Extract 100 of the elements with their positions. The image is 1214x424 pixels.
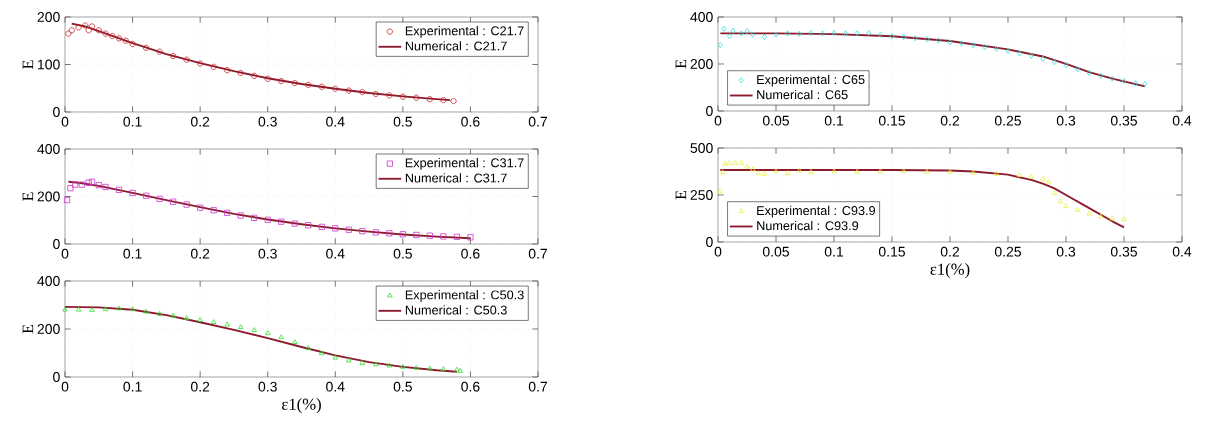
point (170, 52, 177, 60)
point (210, 319, 217, 325)
point (717, 42, 723, 49)
point (264, 75, 271, 82)
legend-label: Experimental : C31.7 (405, 158, 524, 170)
legend-label: Experimental : C65 (757, 74, 865, 87)
point (785, 30, 790, 37)
point (732, 159, 739, 165)
point (332, 354, 338, 360)
point (1098, 213, 1104, 219)
point (440, 233, 447, 240)
x-tick-label: 0 (61, 381, 69, 392)
point (1086, 210, 1092, 216)
point (843, 30, 848, 37)
point (426, 232, 433, 239)
point (359, 88, 366, 96)
x-tick-label: 0.5 (393, 381, 412, 392)
point (1110, 75, 1115, 82)
x-tick-label: 0.7 (528, 116, 548, 127)
point (440, 366, 447, 372)
point (854, 168, 860, 174)
x-tick-label: 0.6 (461, 248, 480, 259)
point (773, 168, 779, 174)
point (332, 85, 339, 92)
point (102, 183, 109, 191)
x-tick-label: 0.35 (1110, 115, 1138, 126)
x-tick-label: 0 (61, 248, 69, 259)
point (1028, 174, 1034, 179)
point (936, 37, 941, 44)
line-series (719, 32, 1146, 88)
point (866, 29, 872, 37)
point (413, 94, 420, 101)
point (1051, 190, 1058, 195)
point (346, 357, 352, 363)
point (993, 170, 1000, 176)
point (1017, 50, 1022, 57)
point (1005, 48, 1011, 55)
point (386, 362, 393, 368)
point (1121, 77, 1127, 84)
x-tick-label: 0.2 (190, 116, 210, 127)
point (291, 79, 298, 87)
point (372, 229, 379, 236)
point (183, 201, 190, 208)
point (854, 30, 860, 37)
x-tick-label: 0 (714, 115, 722, 126)
x-tick-label: 0.1 (824, 115, 844, 126)
x-tick-label: 0.25 (994, 246, 1022, 257)
x-tick-label: 0.1 (123, 381, 142, 392)
point (78, 181, 85, 188)
point (386, 230, 393, 237)
point (400, 363, 406, 369)
point (264, 216, 271, 223)
point (129, 41, 136, 48)
x-tick-label: 0 (61, 116, 69, 127)
x-tick-label: 0.7 (528, 381, 548, 392)
point (82, 22, 89, 29)
point (970, 169, 976, 175)
point (251, 327, 257, 332)
point (719, 169, 726, 175)
x-tick-label: 0.3 (1056, 246, 1076, 257)
point (68, 27, 75, 34)
y-tick-label: 400 (37, 144, 60, 154)
x-tick-label: 0.15 (878, 246, 906, 257)
x-tick-label: 0.5 (393, 116, 412, 127)
x-tick-label: 0.15 (878, 115, 906, 126)
y-tick-label: 400 (37, 276, 60, 286)
point (251, 214, 258, 221)
x-tick-label: 0.2 (940, 115, 960, 126)
point (95, 27, 102, 34)
point (831, 168, 837, 174)
point (970, 42, 976, 49)
y-tick-label: 200 (37, 191, 60, 202)
y-tick-label: 0 (706, 237, 713, 247)
point (413, 231, 420, 239)
point (808, 168, 814, 174)
point (372, 90, 379, 98)
point (237, 69, 244, 77)
point (738, 30, 744, 37)
point (1045, 178, 1052, 184)
point (440, 97, 447, 104)
y-tick-label: 250 (690, 190, 713, 200)
point (224, 321, 230, 327)
y-axis-title: E (22, 192, 34, 201)
point (761, 170, 768, 176)
point (116, 35, 123, 42)
legend-label: Numerical : C65 (757, 89, 848, 100)
point (427, 365, 433, 371)
y-axis-title: E (22, 60, 34, 69)
point (721, 25, 727, 32)
x-tick-label: 0.3 (258, 248, 277, 259)
y-tick-label: 0 (53, 239, 60, 249)
point (62, 306, 68, 312)
x-tick-label: 0.5 (393, 248, 412, 259)
point (831, 29, 837, 37)
point (359, 228, 366, 235)
x-tick-label: 0.3 (1056, 115, 1076, 126)
point (820, 30, 825, 37)
y-tick-label: 0 (53, 372, 60, 382)
x-tick-label: 0.3 (258, 381, 277, 392)
point (63, 196, 71, 204)
